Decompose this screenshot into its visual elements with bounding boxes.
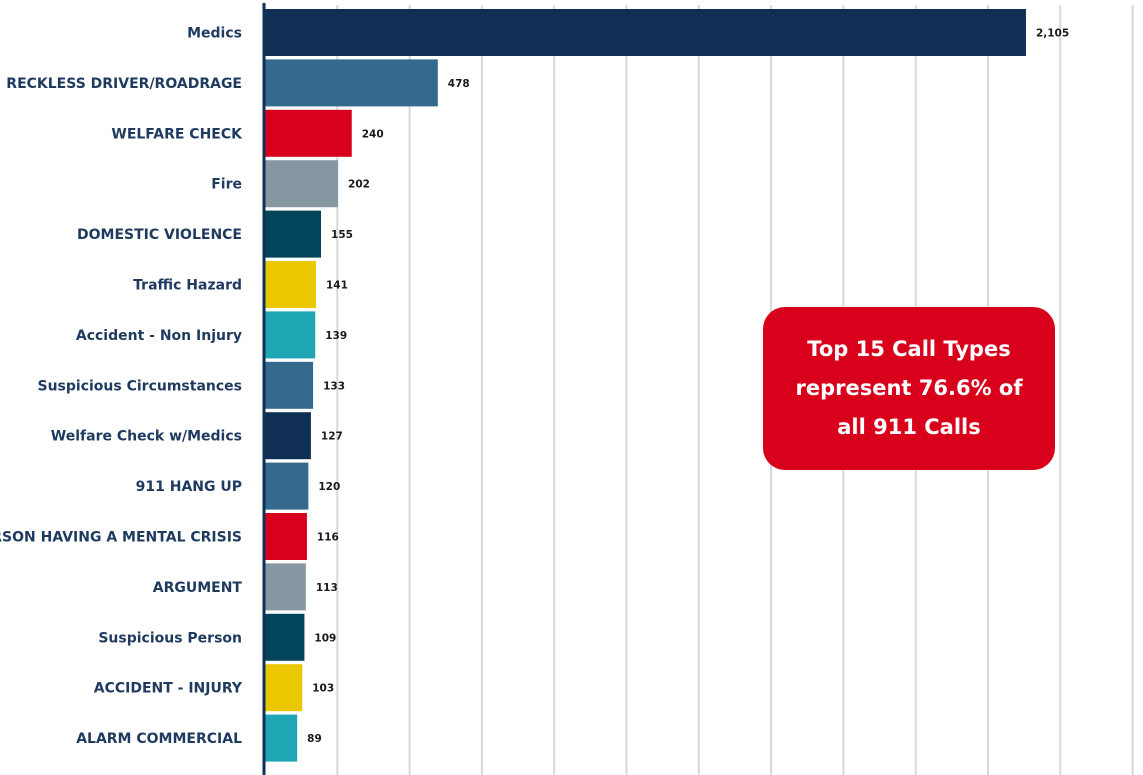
bar — [265, 513, 307, 560]
bar — [265, 664, 303, 712]
value-label: 155 — [331, 229, 353, 241]
category-label: RECKLESS DRIVER/ROADRAGE — [6, 76, 242, 92]
category-label: Suspicious Circumstances — [38, 378, 243, 394]
category-label: Welfare Check w/Medics — [51, 429, 242, 445]
summary-callout: Top 15 Call Types represent 76.6% of all… — [763, 307, 1055, 470]
value-label: 202 — [348, 179, 370, 191]
bar — [265, 9, 1026, 56]
bars — [265, 9, 1026, 762]
value-label: 141 — [326, 280, 348, 292]
value-label: 133 — [323, 380, 345, 392]
value-label: 139 — [325, 330, 347, 342]
category-label: PERSON HAVING A MENTAL CRISIS — [0, 530, 242, 546]
value-label: 127 — [321, 431, 343, 443]
category-label: Medics — [187, 26, 242, 42]
bar — [265, 613, 305, 661]
value-label: 89 — [307, 733, 322, 745]
category-label: Fire — [211, 177, 242, 193]
category-label: ALARM COMMERCIAL — [76, 731, 242, 747]
value-label: 113 — [316, 582, 338, 594]
bar — [265, 361, 314, 409]
bar — [265, 311, 316, 359]
category-label: Accident - Non Injury — [76, 328, 242, 344]
value-label: 109 — [314, 632, 336, 644]
bar — [265, 261, 316, 308]
category-label: Traffic Hazard — [133, 278, 242, 294]
callout-text: Top 15 Call Types represent 76.6% of all… — [795, 337, 1023, 439]
bar — [265, 462, 309, 510]
category-label: ACCIDENT - INJURY — [94, 681, 243, 697]
value-label: 116 — [317, 532, 339, 544]
category-label: 911 HANG UP — [136, 479, 242, 495]
category-labels: Medics RECKLESS DRIVER/ROADRAGE WELFARE CH… — [0, 26, 243, 748]
bar — [265, 160, 339, 208]
bar — [265, 59, 438, 107]
value-labels: 2,105 478 240 202 155 141 139 133 127 120 116 113 10… — [307, 28, 1069, 746]
bar — [265, 412, 311, 460]
value-label: 240 — [362, 128, 384, 140]
category-label: DOMESTIC VIOLENCE — [77, 227, 242, 243]
category-label: ARGUMENT — [153, 580, 243, 596]
bar — [265, 714, 298, 762]
category-label: Suspicious Person — [98, 630, 242, 646]
value-label: 120 — [318, 481, 340, 493]
category-label: WELFARE CHECK — [111, 126, 243, 142]
value-label: 478 — [448, 78, 470, 90]
bar — [265, 109, 352, 157]
value-label: 103 — [312, 683, 334, 695]
value-label: 2,105 — [1036, 28, 1069, 40]
bar — [265, 563, 306, 611]
bar — [265, 210, 322, 258]
